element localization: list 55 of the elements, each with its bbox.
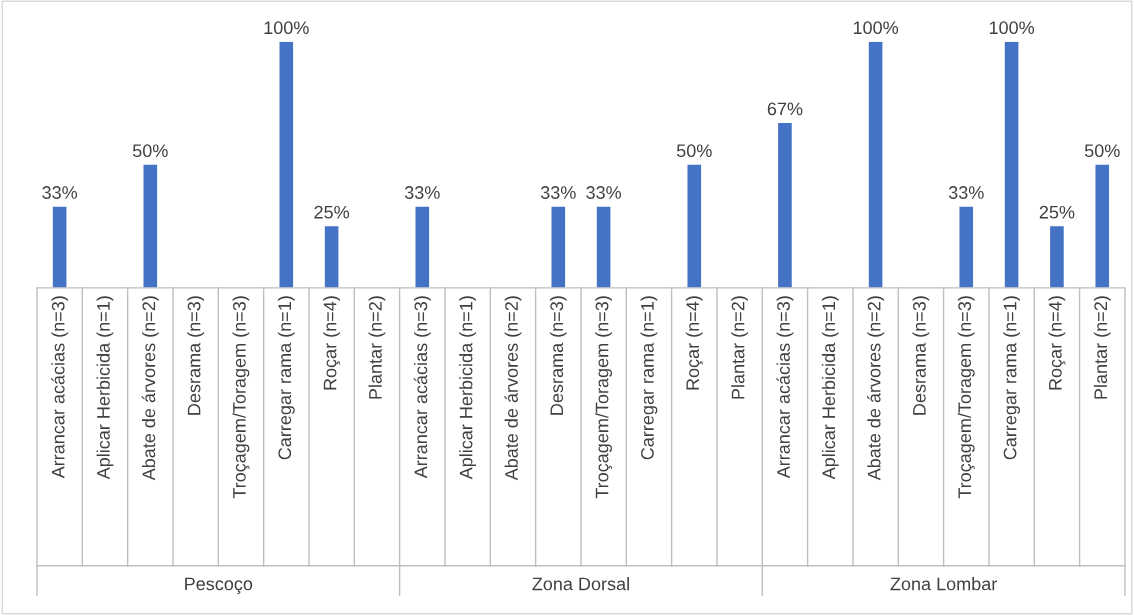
x-tick-label: Aplicar Herbicida (n=1) bbox=[821, 296, 839, 480]
data-label: 33% bbox=[948, 186, 984, 199]
data-label: 25% bbox=[1039, 205, 1075, 219]
x-tick-label: Plantar (n=2) bbox=[731, 296, 749, 399]
bar bbox=[868, 41, 883, 288]
x-tick-label: Troçagem/Toragem (n=3) bbox=[232, 296, 250, 499]
text: Zona Lombar bbox=[890, 577, 997, 591]
data-label: 100% bbox=[989, 21, 1035, 35]
x-tick-label: Troçagem/Toragem (n=3) bbox=[595, 296, 613, 499]
bar bbox=[52, 206, 67, 288]
x-tick-label: Troçagem/Toragem (n=3) bbox=[957, 296, 975, 499]
data-label: 33% bbox=[586, 186, 622, 199]
x-tick-label: Arrancar acácias (n=3) bbox=[51, 296, 69, 479]
x-tick-label: Abate de árvores (n=2) bbox=[867, 296, 885, 481]
data-label: 33% bbox=[404, 186, 440, 199]
x-tick-label: Carregar rama (n=1) bbox=[277, 296, 295, 460]
bar bbox=[551, 206, 566, 288]
bar bbox=[687, 164, 702, 288]
data-label: 33% bbox=[42, 186, 78, 199]
x-tick-label: Arrancar acácias (n=3) bbox=[413, 296, 431, 479]
x-tick-label: Aplicar Herbicida (n=1) bbox=[96, 296, 114, 480]
x-tick-label: Carregar rama (n=1) bbox=[640, 296, 658, 460]
x-tick-label: Abate de árvores (n=2) bbox=[504, 296, 522, 481]
data-label: 50% bbox=[676, 144, 712, 158]
data-label: 50% bbox=[132, 144, 168, 158]
x-tick-label: Arrancar acácias (n=3) bbox=[776, 296, 794, 479]
data-label: 50% bbox=[1084, 144, 1120, 158]
bar bbox=[778, 123, 792, 288]
bar bbox=[1050, 226, 1064, 288]
bar bbox=[415, 206, 430, 288]
x-tick-label: Roçar (n=4) bbox=[323, 296, 341, 390]
x-tick-label: Abate de árvores (n=2) bbox=[141, 296, 159, 481]
x-tick-label: Roçar (n=4) bbox=[685, 296, 703, 390]
text: Pescoço bbox=[185, 577, 253, 594]
bar bbox=[324, 226, 339, 288]
x-tick-label: Roçar (n=4) bbox=[1048, 296, 1066, 390]
data-label: 33% bbox=[540, 186, 576, 199]
bar bbox=[1095, 164, 1110, 288]
data-label: 100% bbox=[853, 21, 899, 35]
text: Zona Dorsal bbox=[532, 577, 629, 591]
data-label: 100% bbox=[264, 21, 309, 35]
bar bbox=[1004, 41, 1019, 288]
x-tick-label: Desrama (n=3) bbox=[912, 296, 930, 415]
data-label: 67% bbox=[767, 102, 803, 116]
x-tick-label: Aplicar Herbicida (n=1) bbox=[459, 296, 477, 480]
x-tick-label: Plantar (n=2) bbox=[368, 296, 386, 399]
bar bbox=[596, 206, 611, 288]
bar bbox=[279, 41, 294, 288]
x-tick-label: Carregar rama (n=1) bbox=[1003, 296, 1021, 460]
bar bbox=[143, 164, 158, 288]
x-tick-label: Desrama (n=3) bbox=[549, 296, 567, 415]
data-label: 25% bbox=[314, 205, 350, 219]
x-tick-label: Plantar (n=2) bbox=[1093, 296, 1111, 399]
x-tick-label: Desrama (n=3) bbox=[187, 296, 205, 415]
bar bbox=[959, 206, 974, 288]
